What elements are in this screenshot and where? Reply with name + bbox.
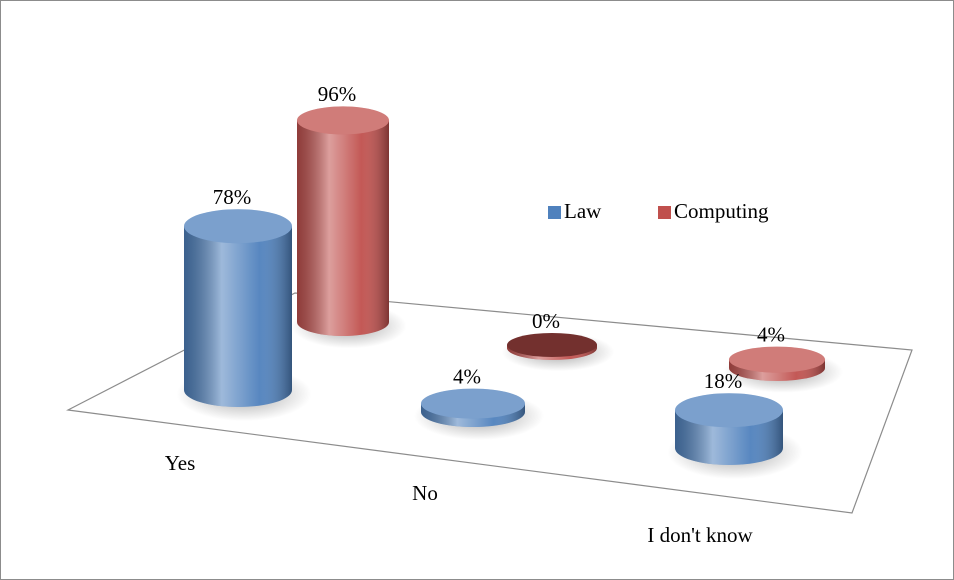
cylinder-top-shine bbox=[297, 106, 389, 135]
x-tick-label: No bbox=[412, 481, 438, 505]
plot: Yes No I don't know 96% 0% 4% 78% 4% 18% bbox=[165, 82, 843, 547]
x-tick-label: Yes bbox=[165, 451, 196, 475]
data-label: 96% bbox=[318, 82, 357, 106]
cylinder-top-shine bbox=[421, 388, 525, 419]
data-label: 4% bbox=[757, 322, 785, 346]
cylinder-top bbox=[729, 346, 825, 373]
data-label: 18% bbox=[704, 369, 743, 393]
cylinder-top bbox=[421, 388, 525, 419]
cylinder-top-shine bbox=[507, 333, 597, 357]
cylinder-top bbox=[297, 106, 389, 135]
x-tick-label: I don't know bbox=[647, 523, 753, 547]
cylinder-shade bbox=[297, 120, 389, 337]
legend-swatch bbox=[658, 206, 671, 219]
data-label: 78% bbox=[213, 185, 252, 209]
cylinder-top bbox=[184, 209, 292, 244]
cylinder-top bbox=[507, 333, 597, 357]
legend: Law Computing bbox=[548, 199, 769, 223]
cylinder-top-shine bbox=[729, 346, 825, 373]
data-label: 4% bbox=[453, 364, 481, 388]
cylinder-top-shine bbox=[184, 209, 292, 244]
cylinder-top bbox=[675, 393, 783, 428]
data-label: 0% bbox=[532, 309, 560, 333]
legend-swatch bbox=[548, 206, 561, 219]
legend-label: Law bbox=[564, 199, 602, 223]
cylinder-shade bbox=[184, 226, 292, 407]
legend-label: Computing bbox=[674, 199, 769, 223]
cylinder-top-shine bbox=[675, 393, 783, 428]
